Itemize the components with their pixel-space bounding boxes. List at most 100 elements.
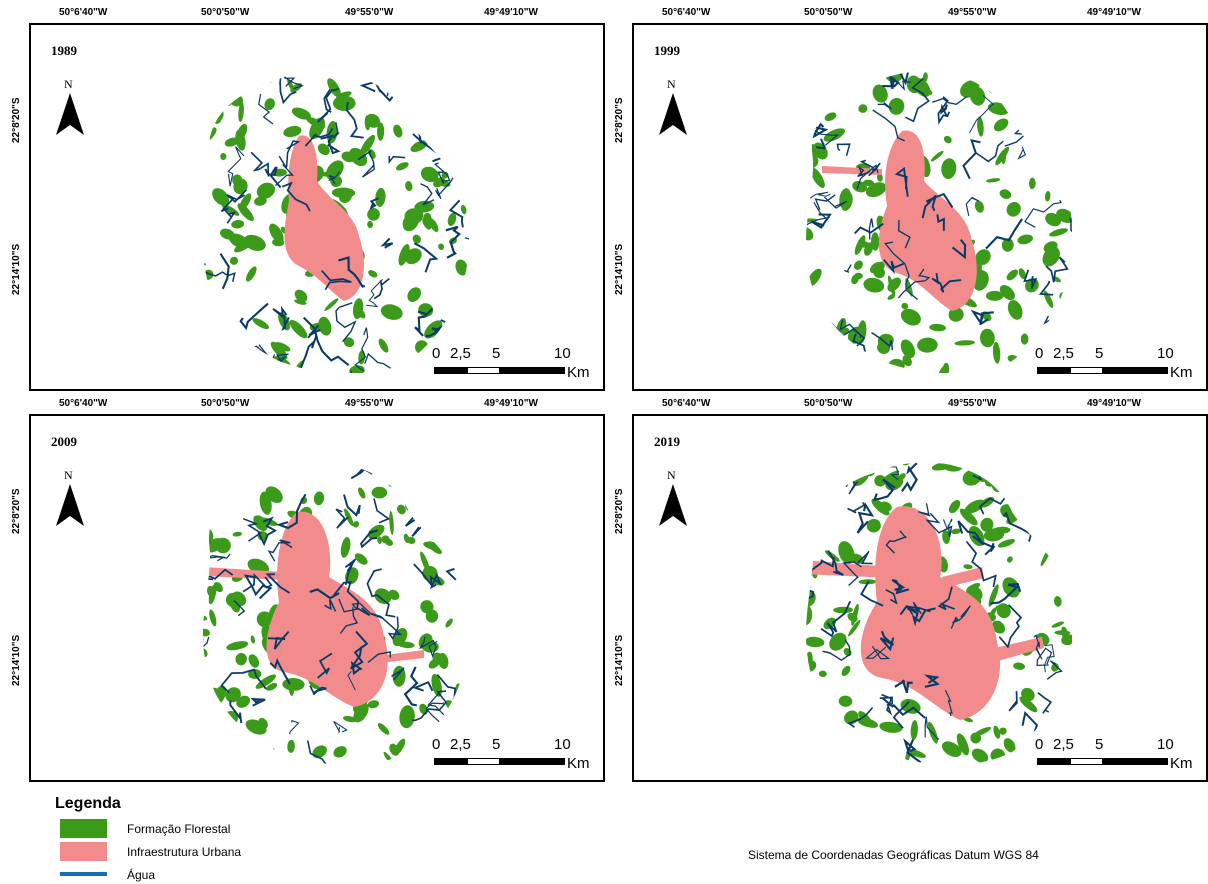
forest-patch	[318, 316, 332, 336]
stream-line	[937, 586, 955, 611]
scale-segment	[1070, 367, 1103, 374]
stream-line	[367, 651, 391, 664]
forest-patch	[180, 104, 200, 125]
forest-patch	[402, 212, 419, 232]
forest-patch	[179, 152, 191, 169]
forest-patch	[786, 141, 793, 158]
stream-line	[990, 582, 1022, 605]
forest-patch	[399, 705, 415, 729]
scale-label: 0	[1035, 736, 1044, 753]
stream-line	[289, 719, 300, 735]
stream-line	[354, 327, 369, 372]
stream-line	[782, 619, 786, 652]
forest-patch	[888, 358, 905, 372]
forest-patch	[354, 553, 368, 565]
lon-label: 49°49'10"W	[1087, 7, 1141, 18]
forest-patch	[879, 721, 903, 733]
forest-patch	[389, 511, 394, 535]
scale-label: 10	[554, 736, 571, 753]
lon-label: 49°55'0"W	[948, 7, 997, 18]
stream-line	[811, 127, 840, 146]
stream-line	[891, 578, 910, 595]
lat-label: 22°8'20"S	[614, 97, 625, 143]
lon-label: 49°55'0"W	[345, 7, 394, 18]
stream-line	[366, 568, 396, 618]
forest-patch	[901, 302, 909, 310]
stream-line	[842, 561, 862, 586]
map-panel-1999: 50°6'40"W 50°0'50"W 49°55'0"W 49°49'10"W…	[614, 7, 1208, 403]
stream-line	[303, 316, 350, 367]
scale-segment	[467, 367, 500, 374]
map-content	[202, 462, 469, 764]
forest-patch	[977, 116, 984, 137]
stream-line	[805, 753, 807, 764]
scale-segment	[1037, 758, 1071, 765]
stream-line	[412, 680, 434, 692]
forest-patch	[425, 609, 439, 623]
stream-line	[343, 494, 361, 517]
forest-patch	[407, 287, 422, 302]
forest-patch	[446, 464, 460, 481]
lon-label: 50°6'40"W	[59, 398, 108, 409]
forest-patch	[1021, 687, 1035, 702]
stream-line	[202, 636, 210, 666]
forest-patch	[998, 462, 1015, 470]
stream-line	[811, 122, 829, 139]
forest-patch	[1011, 475, 1021, 482]
forest-patch	[782, 342, 802, 363]
stream-line	[428, 462, 450, 488]
stream-line	[782, 243, 785, 258]
stream-line	[898, 268, 931, 299]
stream-line	[805, 157, 812, 182]
forest-patch	[1017, 234, 1033, 245]
forest-patch	[353, 702, 369, 723]
forest-patch	[784, 193, 794, 202]
forest-patch	[810, 726, 830, 742]
stream-line	[202, 568, 234, 581]
forest-patch	[853, 260, 863, 270]
forest-patch	[805, 226, 814, 241]
forest-patch	[805, 711, 809, 719]
stream-line	[357, 150, 375, 178]
forest-patch	[432, 652, 442, 663]
forest-patch	[412, 234, 421, 244]
forest-patch	[343, 337, 355, 348]
stream-line	[360, 529, 378, 549]
forest-patch	[999, 285, 1015, 301]
forest-patch	[183, 221, 200, 239]
forest-patch	[179, 110, 195, 127]
forest-patch	[1030, 95, 1039, 110]
stream-line	[404, 516, 426, 538]
forest-patch	[805, 660, 817, 673]
stream-line	[872, 478, 896, 501]
stream-line	[339, 607, 359, 634]
stream-line	[239, 462, 264, 476]
forest-patch	[852, 180, 868, 193]
forest-patch	[445, 700, 460, 713]
scale-unit: Km	[567, 364, 590, 381]
scale-bar: 0 2,5 5 10 Km	[1035, 345, 1193, 385]
stream-line	[420, 183, 435, 206]
forest-patch	[405, 181, 413, 192]
forest-patch	[986, 178, 1001, 183]
forest-patch	[988, 584, 999, 607]
stream-line	[388, 155, 406, 165]
forest-patch	[851, 274, 859, 285]
stream-line	[791, 138, 805, 163]
stream-line	[364, 352, 394, 371]
stream-line	[877, 101, 892, 110]
forest-patch	[1062, 150, 1072, 166]
forest-patch	[414, 200, 435, 213]
scale-segment	[467, 758, 500, 765]
stream-line	[836, 143, 851, 156]
stream-line	[335, 302, 357, 343]
forest-patch	[1051, 663, 1059, 672]
forest-patch	[1023, 507, 1032, 516]
stream-line	[1038, 99, 1059, 135]
stream-line	[1023, 269, 1038, 289]
forest-patch	[395, 61, 405, 67]
forest-patch	[206, 585, 215, 597]
stream-line	[816, 138, 826, 150]
scale-label: 2,5	[450, 736, 471, 753]
study-area-map	[202, 462, 469, 764]
